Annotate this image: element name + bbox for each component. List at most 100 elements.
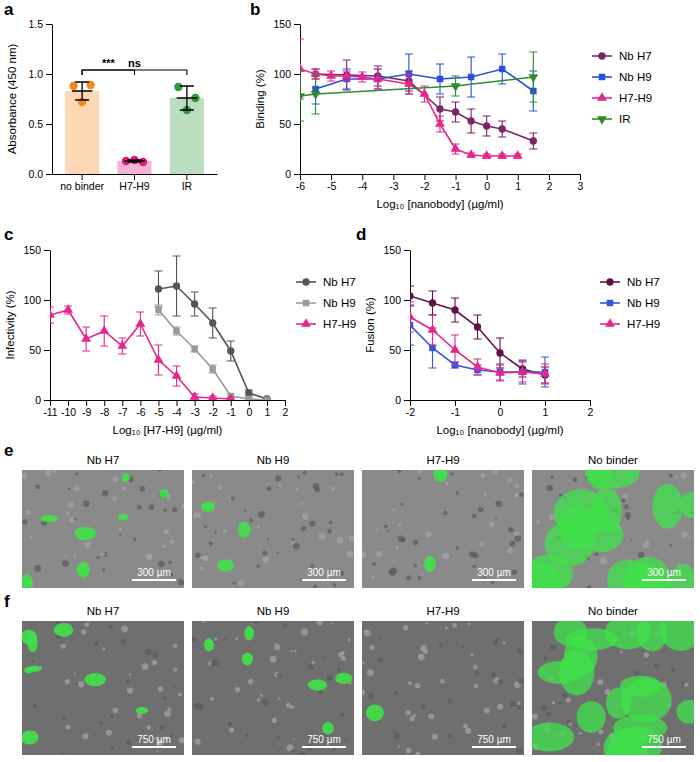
error-bar <box>72 82 92 100</box>
texture <box>145 649 151 655</box>
x-axis-title: Log₁₀ [nanobody] (µg/ml) <box>376 198 503 210</box>
error-bar <box>312 74 320 114</box>
texture <box>401 537 406 542</box>
legend-item: Nb H9 <box>592 71 652 83</box>
tick: 0 <box>285 168 300 180</box>
y-axis: 050100150 <box>273 18 300 180</box>
texture <box>229 727 234 732</box>
fluorescence <box>587 470 612 490</box>
data-point <box>540 368 550 377</box>
texture <box>262 699 269 706</box>
texture <box>450 472 454 476</box>
texture <box>442 553 449 560</box>
error-bar <box>173 366 181 386</box>
tick-label: 100 <box>23 294 41 306</box>
texture <box>293 738 295 740</box>
tick-label: IR <box>182 180 193 192</box>
micrograph-background <box>192 621 354 755</box>
texture <box>66 511 69 514</box>
texture <box>66 556 68 558</box>
texture <box>368 694 374 700</box>
texture <box>669 544 672 547</box>
texture <box>211 662 215 666</box>
data-point <box>429 299 436 306</box>
texture <box>291 749 295 753</box>
tick-mark <box>44 250 50 251</box>
data-point <box>135 318 145 327</box>
error-bar <box>154 305 162 315</box>
tick-label: 3 <box>578 180 584 192</box>
legend-label: H7-H9 <box>627 318 660 330</box>
texture <box>405 710 410 715</box>
texture <box>229 499 231 501</box>
scale-bar <box>472 579 516 581</box>
series-line <box>410 296 545 375</box>
tick-label: 0 <box>246 406 252 418</box>
tick-mark <box>195 400 196 406</box>
texture <box>168 707 172 711</box>
tick: -3 <box>389 174 398 192</box>
tick-label: -2 <box>406 406 415 418</box>
tick: 0 <box>246 400 252 418</box>
micrograph <box>22 470 184 588</box>
texture <box>511 569 517 575</box>
texture <box>559 701 562 704</box>
texture <box>562 693 567 698</box>
tick: -1 <box>451 174 460 192</box>
texture <box>566 720 570 724</box>
tick: 0 <box>498 400 504 418</box>
texture <box>45 470 51 476</box>
texture <box>300 503 303 506</box>
data-point <box>155 285 162 292</box>
tick-mark <box>249 400 250 406</box>
data-point <box>326 70 336 79</box>
texture <box>68 488 71 491</box>
texture <box>514 493 519 498</box>
tick: 150 <box>273 18 300 30</box>
data-point <box>172 370 182 379</box>
texture <box>214 531 217 534</box>
error-bar <box>519 362 527 382</box>
data-point <box>190 391 200 400</box>
texture <box>623 493 628 498</box>
y-axis-title: Absorbance (450 nm) <box>6 44 18 155</box>
texture <box>126 680 129 683</box>
texture <box>403 625 409 631</box>
tick-label: -3 <box>190 406 199 418</box>
fluorescence <box>559 649 594 695</box>
tick-label: -1 <box>451 406 460 418</box>
tick-label: -5 <box>327 180 336 192</box>
series-line <box>158 310 266 400</box>
data-point <box>420 88 430 97</box>
tick: -4 <box>172 400 181 418</box>
data-point <box>451 83 461 92</box>
fluorescence <box>242 653 253 666</box>
error-bar <box>541 364 549 384</box>
legend: Nb H7Nb H9H7-H9 <box>600 276 660 330</box>
error-bar <box>541 357 549 387</box>
texture <box>478 507 483 512</box>
image-title: No binder <box>588 454 638 466</box>
tick: -9 <box>82 400 91 418</box>
tick-mark <box>331 174 332 180</box>
fluorescence <box>335 673 352 684</box>
micrograph <box>532 470 694 588</box>
texture <box>119 534 121 536</box>
texture <box>292 538 295 541</box>
fluorescence <box>322 722 334 734</box>
texture <box>83 501 89 507</box>
data-point <box>466 149 476 158</box>
texture <box>566 698 571 703</box>
texture <box>480 473 485 478</box>
fluorescence <box>22 574 33 588</box>
texture <box>497 704 503 710</box>
legend-marker <box>605 318 615 327</box>
texture <box>418 470 423 473</box>
tick-mark <box>46 124 52 125</box>
tick: IR <box>182 174 193 192</box>
fluorescence <box>532 723 574 752</box>
texture <box>491 672 496 677</box>
texture <box>178 579 184 586</box>
texture <box>276 551 278 553</box>
texture <box>302 513 308 519</box>
